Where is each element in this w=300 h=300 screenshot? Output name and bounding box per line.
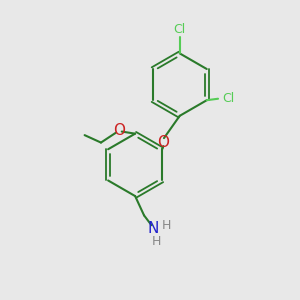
Text: N: N <box>147 221 159 236</box>
Text: Cl: Cl <box>223 92 235 105</box>
Text: O: O <box>158 135 169 150</box>
Text: H: H <box>162 219 171 232</box>
Text: Cl: Cl <box>174 22 186 36</box>
Text: H: H <box>151 235 160 248</box>
Text: O: O <box>113 123 125 138</box>
